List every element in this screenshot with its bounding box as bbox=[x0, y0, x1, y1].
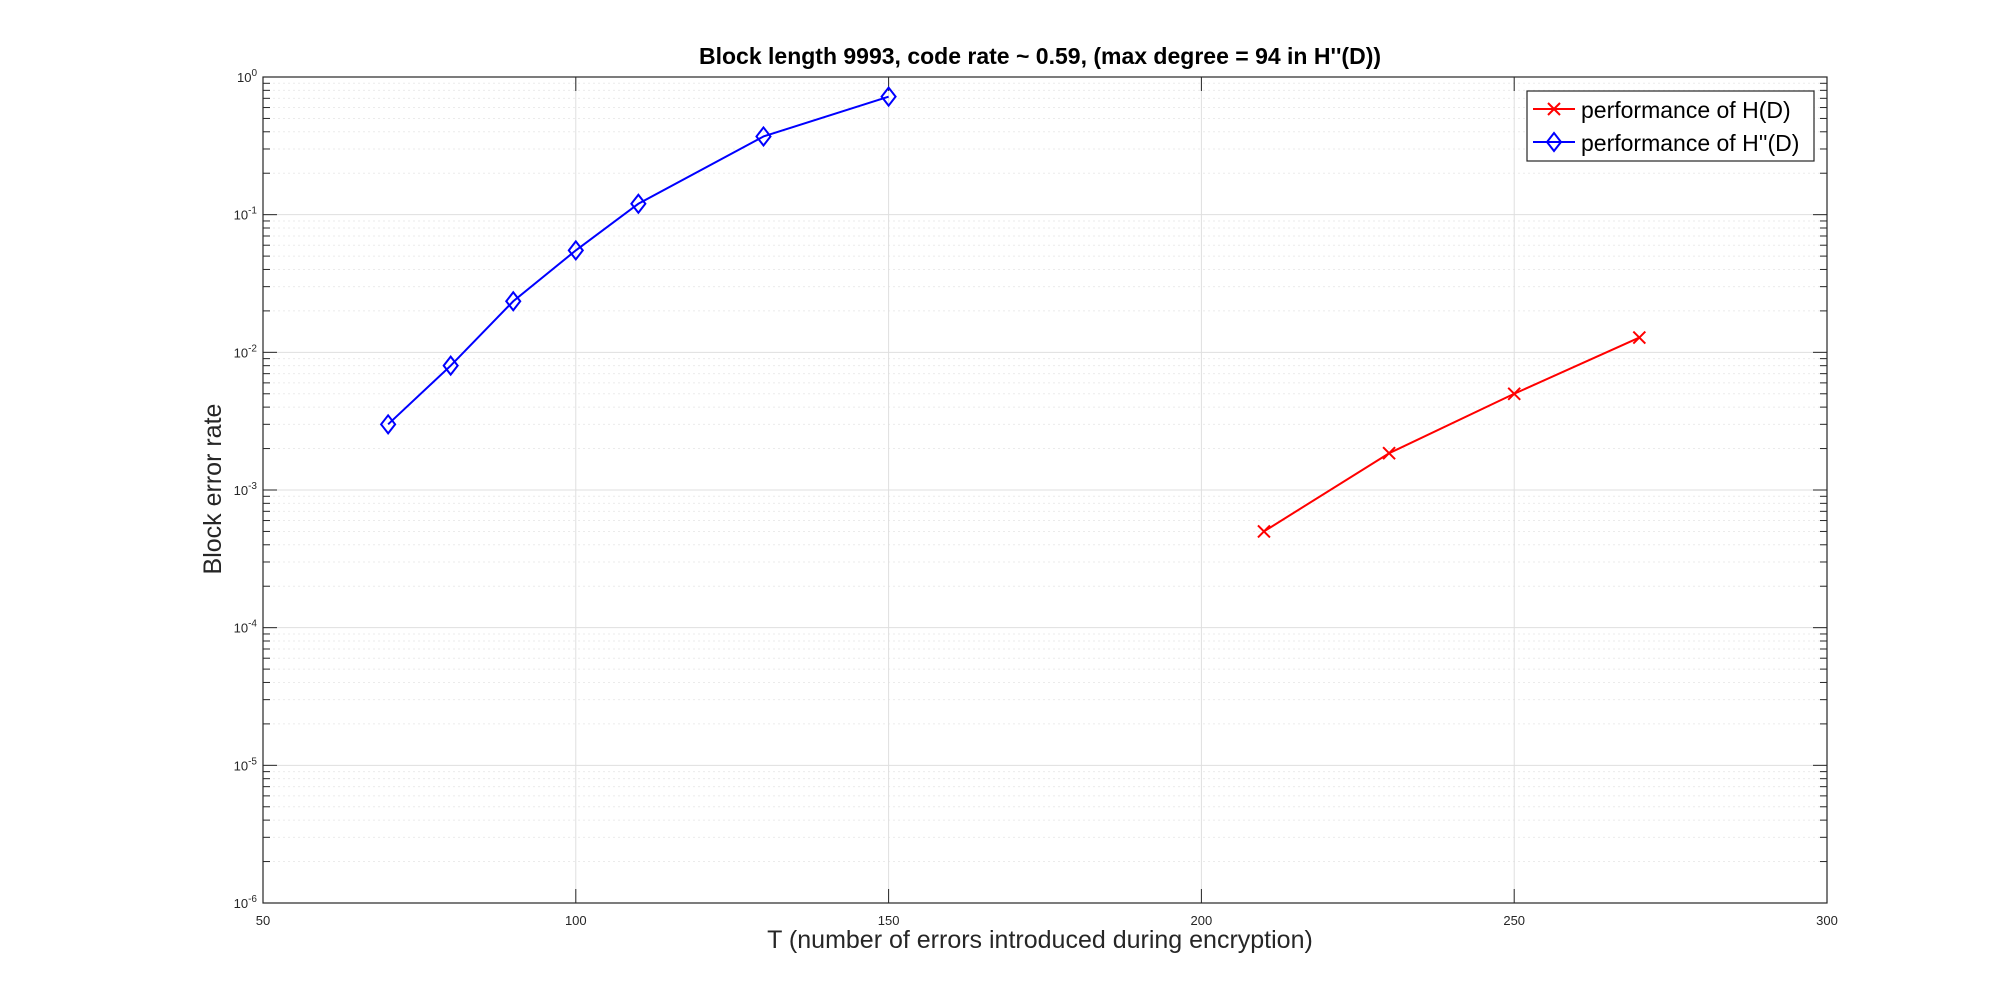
y-tick-label: 10-6 bbox=[234, 894, 258, 911]
data-point bbox=[567, 239, 585, 262]
legend-label-h2-d: performance of H''(D) bbox=[1581, 130, 1799, 156]
series-0 bbox=[1257, 330, 1647, 539]
legend-box bbox=[1526, 90, 1815, 162]
x-tick-label: 100 bbox=[565, 913, 587, 928]
x-tick-label: 250 bbox=[1503, 913, 1525, 928]
x-tick-label: 50 bbox=[256, 913, 270, 928]
data-point bbox=[630, 193, 647, 215]
y-axis-label: Block error rate bbox=[199, 404, 227, 575]
x-tick-label: 300 bbox=[1816, 913, 1838, 928]
y-tick-label: 10-4 bbox=[234, 619, 258, 636]
legend-label-h-d: performance of H(D) bbox=[1581, 97, 1791, 123]
data-point bbox=[1257, 524, 1271, 539]
series-layer bbox=[379, 86, 1647, 539]
grid bbox=[262, 76, 1828, 904]
x-axis-label: T (number of errors introduced during en… bbox=[767, 926, 1313, 954]
legend: performance of H(D) performance of H''(D… bbox=[1526, 90, 1815, 162]
data-point bbox=[442, 355, 459, 377]
legend-marker bbox=[1545, 131, 1563, 153]
marker-stroke bbox=[1257, 524, 1271, 539]
y-tick-label: 10-2 bbox=[234, 343, 258, 360]
marker-stroke bbox=[1547, 102, 1561, 116]
x-tick-label: 200 bbox=[1191, 913, 1213, 928]
data-point bbox=[755, 125, 772, 148]
marker-stroke bbox=[1507, 387, 1521, 401]
y-tick-label: 10-5 bbox=[234, 756, 258, 773]
marker-stroke bbox=[1632, 330, 1647, 345]
chart-title: Block length 9993, code rate ~ 0.59, (ma… bbox=[699, 43, 1381, 69]
data-point bbox=[1507, 387, 1521, 401]
data-point bbox=[1382, 446, 1396, 460]
series-line bbox=[387, 95, 889, 426]
marker-stroke bbox=[1382, 446, 1396, 460]
y-tick-label: 10-3 bbox=[234, 481, 258, 498]
data-point bbox=[379, 413, 397, 435]
data-point bbox=[1632, 330, 1647, 345]
series-line bbox=[1263, 336, 1640, 533]
series-1 bbox=[379, 86, 897, 435]
data-point bbox=[504, 290, 522, 312]
axes: 50 100 150 200 250 300 100 10-1 10-2 10-3 10-4 10-5… bbox=[234, 68, 1838, 928]
data-point bbox=[880, 86, 897, 108]
x-tick-label: 150 bbox=[878, 913, 900, 928]
y-tick-label: 10-1 bbox=[234, 206, 258, 223]
y-tick-label: 100 bbox=[237, 68, 257, 85]
legend-marker bbox=[1547, 102, 1561, 116]
